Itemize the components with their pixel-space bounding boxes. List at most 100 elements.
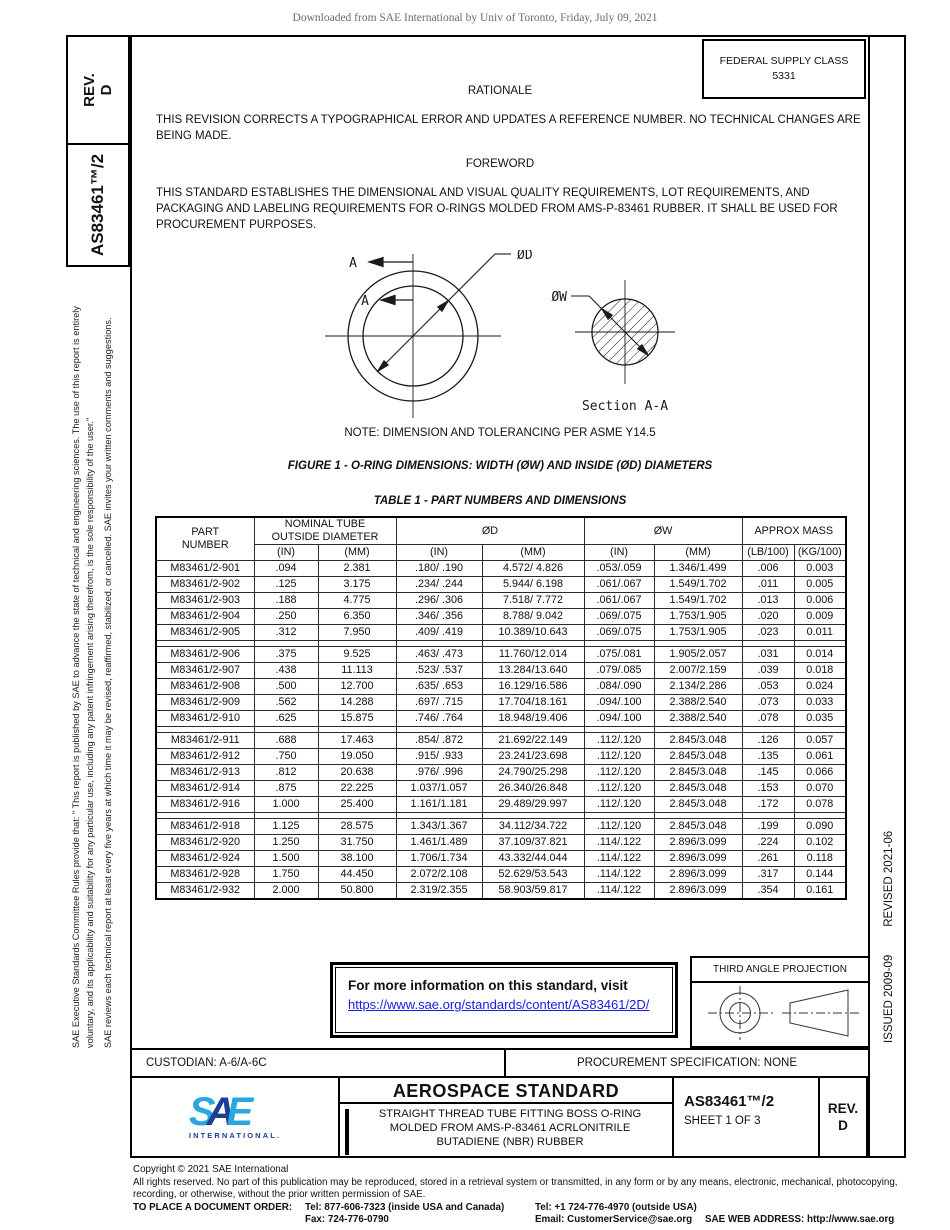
table-row: M83461/2-910.625 15.875.746/ .764 18.948/1… (155, 710, 847, 727)
custodian-row: CUSTODIAN: A-6/A-6C PROCUREMENT SPECIFIC… (130, 1048, 870, 1078)
table-cell: 7.950 (317, 624, 397, 641)
table-cell: .112/.120 (583, 748, 655, 765)
rights-line: All rights reserved. No part of this pub… (133, 1176, 898, 1201)
table-cell: .112/.120 (583, 780, 655, 797)
projection-symbol (708, 986, 860, 1040)
table-cell: .153 (741, 780, 795, 797)
sidebar-doc-number-box: AS83461™/2 (66, 143, 130, 267)
table-row: M83461/2-906.375 9.525.463/ .473 11.760/12… (155, 646, 847, 663)
part-table-body: M83461/2-901.094 2.381.180/ .190 4.572/ 4.… (155, 560, 847, 900)
sae-logo-international: INTERNATIONAL. (188, 1131, 282, 1140)
table-cell: M83461/2-905 (155, 624, 255, 641)
table-cell: 2.896/3.099 (653, 882, 743, 900)
table-row: M83461/2-913.812 20.638.976/ .996 24.790/2… (155, 764, 847, 781)
table-cell: .114/.122 (583, 882, 655, 900)
table-cell: .409/ .419 (395, 624, 483, 641)
table-cell: 38.100 (317, 850, 397, 867)
foreword-heading: FOREWORD (465, 158, 535, 170)
more-info-box: For more information on this standard, v… (330, 962, 678, 1038)
table-cell: .188 (253, 592, 319, 609)
table-cell: .031 (741, 646, 795, 663)
table-cell: 1.343/1.367 (395, 818, 483, 835)
table-cell: 20.638 (317, 764, 397, 781)
sidebar-legal-text-1: SAE Executive Standards Committee Rules … (71, 306, 95, 1048)
table-cell: .112/.120 (583, 796, 655, 813)
table-cell: .746/ .764 (395, 710, 483, 727)
table-cell: 9.525 (317, 646, 397, 663)
table-cell: .976/ .996 (395, 764, 483, 781)
part-dimensions-table: PART NUMBER NOMINAL TUBE OUTSIDE DIAMETE… (155, 516, 848, 900)
table-cell: .312 (253, 624, 319, 641)
table-row: M83461/2-904.250 6.350.346/ .356 8.788/ 9.… (155, 608, 847, 625)
table-cell: 1.753/1.905 (653, 608, 743, 625)
table-cell: .375 (253, 646, 319, 663)
table-cell: .061/.067 (583, 576, 655, 593)
table-cell: .854/ .872 (395, 732, 483, 749)
section-arrow-label-mid: A (361, 294, 369, 309)
table-cell: M83461/2-920 (155, 834, 255, 851)
col-header-ow: ØW (583, 516, 743, 545)
table-cell: .112/.120 (583, 732, 655, 749)
sidebar-legal-text-2: SAE reviews each technical report at lea… (103, 317, 113, 1048)
section-arrow-label-top: A (349, 256, 357, 271)
table-cell: 2.845/3.048 (653, 764, 743, 781)
table-cell: 0.057 (793, 732, 847, 749)
table-cell: 0.024 (793, 678, 847, 695)
table-row: M83461/2-920 1.250 31.750 1.461/1.489 37.109… (155, 834, 847, 851)
table-cell: .125 (253, 576, 319, 593)
table-row: M83461/2-908.500 12.700.635/ .653 16.129/1… (155, 678, 847, 695)
table-cell: 0.003 (793, 560, 847, 577)
table-title: TABLE 1 - PART NUMBERS AND DIMENSIONS (373, 495, 627, 507)
table-cell: 16.129/16.586 (481, 678, 585, 695)
table-cell: .296/ .306 (395, 592, 483, 609)
diameter-d-dimension (376, 253, 511, 373)
table-cell: M83461/2-902 (155, 576, 255, 593)
table-cell: 14.288 (317, 694, 397, 711)
table-cell: .075/.081 (583, 646, 655, 663)
table-cell: .224 (741, 834, 795, 851)
table-cell: .562 (253, 694, 319, 711)
table-spacer-row (155, 812, 847, 819)
table-cell: .145 (741, 764, 795, 781)
table-row: M83461/2-914.875 22.225 1.037/1.057 26.340/… (155, 780, 847, 797)
table-cell: 18.948/19.406 (481, 710, 585, 727)
table-cell: 0.009 (793, 608, 847, 625)
table-cell: 26.340/26.848 (481, 780, 585, 797)
table-cell: 19.050 (317, 748, 397, 765)
width-w-label: ØW (551, 290, 567, 305)
table-cell: 1.161/1.181 (395, 796, 483, 813)
table-cell: 24.790/25.298 (481, 764, 585, 781)
table-cell: 23.241/23.698 (481, 748, 585, 765)
table-cell: M83461/2-911 (155, 732, 255, 749)
table-cell: 1.500 (253, 850, 319, 867)
rationale-body: THIS REVISION CORRECTS A TYPOGRAPHICAL E… (156, 114, 861, 142)
table-cell: 0.066 (793, 764, 847, 781)
table-cell: 0.005 (793, 576, 847, 593)
table-cell: .438 (253, 662, 319, 679)
table-cell: 0.011 (793, 624, 847, 641)
more-info-text: For more information on this standard, v… (348, 978, 628, 993)
table-cell: .199 (741, 818, 795, 835)
copyright-block: Copyright © 2021 SAE International All r… (133, 1164, 908, 1227)
table-cell: M83461/2-908 (155, 678, 255, 695)
standard-title-cell: AEROSPACE STANDARD STRAIGHT THREAD TUBE … (340, 1078, 674, 1156)
sidebar-rev-box: REV. D (66, 35, 130, 145)
table-cell: 2.000 (253, 882, 319, 900)
copyright-line: Copyright © 2021 SAE International (133, 1164, 289, 1175)
standard-link[interactable]: https://www.sae.org/standards/content/AS… (348, 997, 650, 1012)
table-cell: 4.775 (317, 592, 397, 609)
table-cell: .053/.059 (583, 560, 655, 577)
table-cell: 1.753/1.905 (653, 624, 743, 641)
figure-note: NOTE: DIMENSION AND TOLERANCING PER ASME… (344, 427, 656, 439)
table-cell: 0.033 (793, 694, 847, 711)
table-cell: 10.389/10.643 (481, 624, 585, 641)
table-cell: 1.905/2.057 (653, 646, 743, 663)
table-cell: .112/.120 (583, 818, 655, 835)
table-cell: 43.332/44.044 (481, 850, 585, 867)
table-cell: M83461/2-904 (155, 608, 255, 625)
table-cell: 17.463 (317, 732, 397, 749)
table-cell: .069/.075 (583, 624, 655, 641)
subheader-mm: (MM) (317, 544, 397, 561)
table-cell: 29.489/29.997 (481, 796, 585, 813)
